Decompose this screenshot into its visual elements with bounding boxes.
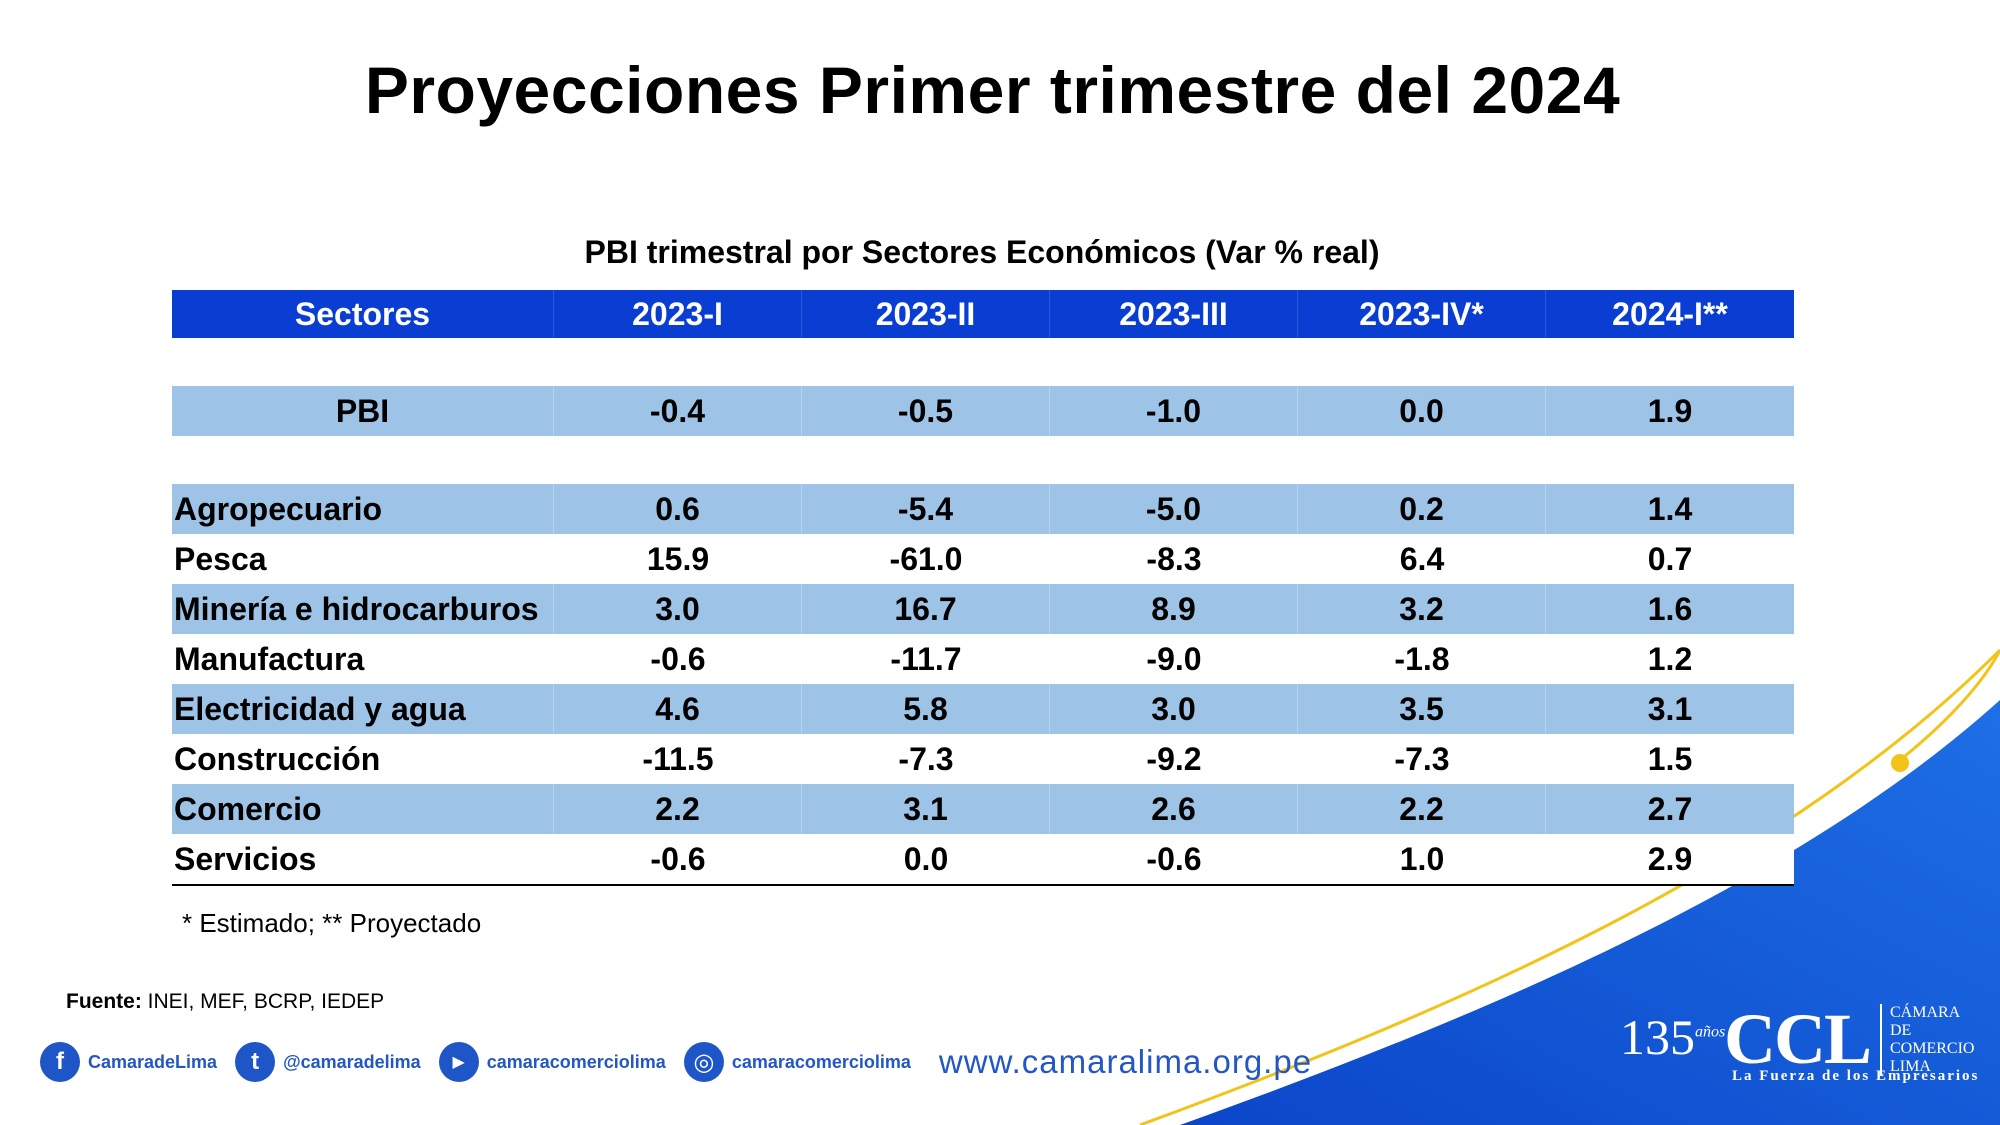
social-links: f CamaradeLima t @camaradelima ▶ camarac… <box>40 1042 1312 1082</box>
youtube-icon: ▶ <box>438 1042 479 1082</box>
social-handle: camaracomerciolima <box>486 1051 666 1072</box>
row-label: Comercio <box>172 784 554 834</box>
column-header: 2023-IV* <box>1298 290 1546 338</box>
table-cell: 1.5 <box>1647 740 1693 777</box>
logo-anniversary: 135años <box>1620 1009 1726 1065</box>
logo-acronym: CCL <box>1724 999 1872 1079</box>
table-cell: -0.4 <box>554 386 802 436</box>
table-cell: -5.4 <box>802 484 1050 534</box>
social-link-facebook[interactable]: f CamaradeLima <box>40 1042 217 1082</box>
table-row: Comercio 2.2 3.1 2.6 2.2 2.7 <box>172 784 1794 834</box>
twitter-icon: t <box>235 1042 276 1082</box>
table-row: Servicios -0.6 0.0 -0.6 1.0 2.9 <box>172 834 1794 886</box>
source-note: Fuente: INEI, MEF, BCRP, IEDEP <box>66 990 384 1014</box>
table-cell: -0.6 <box>1146 840 1202 877</box>
table-row: Agropecuario 0.6 -5.4 -5.0 0.2 1.4 <box>172 484 1794 534</box>
row-label: Agropecuario <box>172 484 554 534</box>
logo-org-name: CÁMARA DE COMERCIO LIMA <box>1880 1004 1990 1076</box>
column-header: 2023-II <box>802 290 1050 338</box>
table-cell: -9.2 <box>1146 740 1202 777</box>
table-footnote: * Estimado; ** Proyectado <box>182 908 482 938</box>
social-handle: CamaradeLima <box>88 1051 218 1072</box>
table-row: Construcción -11.5 -7.3 -9.2 -7.3 1.5 <box>172 734 1794 784</box>
table-cell: 0.6 <box>554 484 802 534</box>
table-cell: -5.0 <box>1050 484 1298 534</box>
row-label: Construcción <box>174 740 381 777</box>
table-cell: -0.6 <box>650 640 706 677</box>
table-cell: -0.5 <box>802 386 1050 436</box>
table-spacer <box>172 338 1794 386</box>
table-cell: -1.0 <box>1050 386 1298 436</box>
slide-title: Proyecciones Primer trimestre del 2024 <box>364 53 1621 127</box>
table-cell: 3.1 <box>1647 690 1693 727</box>
social-link-twitter[interactable]: t @camaradelima <box>235 1042 421 1082</box>
table-cell: -11.5 <box>642 740 714 777</box>
social-link-instagram[interactable]: ◎ camaracomerciolima <box>683 1042 911 1082</box>
table-cell: 2.2 <box>554 784 802 834</box>
table-cell: 2.2 <box>1298 784 1546 834</box>
table-cell: 3.0 <box>1050 684 1298 734</box>
table-cell: -0.6 <box>650 840 706 877</box>
table-cell: 3.5 <box>1298 684 1546 734</box>
table-cell: 2.7 <box>1647 790 1693 827</box>
facebook-icon: f <box>40 1042 80 1082</box>
column-header: Sectores <box>172 290 554 338</box>
table-cell: 3.0 <box>554 584 802 634</box>
table-cell: 0.2 <box>1298 484 1546 534</box>
row-label: Minería e hidrocarburos <box>172 584 554 634</box>
table-cell: 0.0 <box>903 840 949 877</box>
row-label: Manufactura <box>174 640 365 677</box>
source-label: Fuente: <box>66 990 142 1013</box>
website-link[interactable]: www.camaralima.org.pe <box>938 1043 1313 1080</box>
table-cell: 1.9 <box>1647 392 1693 429</box>
table-cell: -7.3 <box>1394 740 1450 777</box>
social-handle: @camaradelima <box>283 1051 421 1072</box>
table-cell: -61.0 <box>889 540 963 577</box>
table-cell: 1.0 <box>1399 840 1445 877</box>
table-cell: 16.7 <box>802 584 1050 634</box>
social-handle: camaracomerciolima <box>731 1051 911 1072</box>
table-row: Electricidad y agua 4.6 5.8 3.0 3.5 3.1 <box>172 684 1794 734</box>
table-cell: -11.7 <box>890 640 962 677</box>
table-spacer <box>172 436 1794 484</box>
row-label: Servicios <box>174 840 317 877</box>
table-cell: 1.2 <box>1647 640 1693 677</box>
table-header-row: Sectores 2023-I 2023-II 2023-III 2023-IV… <box>172 290 1794 338</box>
column-header: 2023-I <box>554 290 802 338</box>
pbi-row: PBI -0.4 -0.5 -1.0 0.0 1.9 <box>172 386 1794 436</box>
row-label: Pesca <box>174 540 267 577</box>
table-cell: 3.1 <box>802 784 1050 834</box>
table-cell: 6.4 <box>1399 540 1445 577</box>
instagram-icon: ◎ <box>683 1042 724 1082</box>
logo-tagline: La Fuerza de los Empresarios <box>1732 1068 1980 1084</box>
table-cell: 1.6 <box>1647 590 1693 627</box>
table-cell: 0.7 <box>1647 540 1693 577</box>
gdp-sector-table: Sectores 2023-I 2023-II 2023-III 2023-IV… <box>172 290 1794 886</box>
table-cell: 0.0 <box>1298 386 1546 436</box>
source-text: INEI, MEF, BCRP, IEDEP <box>147 990 385 1013</box>
table-cell: -1.8 <box>1394 640 1450 677</box>
table-row: Pesca 15.9 -61.0 -8.3 6.4 0.7 <box>172 534 1794 584</box>
column-header: 2023-III <box>1050 290 1298 338</box>
table-cell: 3.2 <box>1298 584 1546 634</box>
row-label: PBI <box>172 386 554 436</box>
table-cell: -8.3 <box>1146 540 1202 577</box>
table-cell: 1.4 <box>1647 490 1693 527</box>
table-cell: -7.3 <box>898 740 954 777</box>
table-cell: 5.8 <box>802 684 1050 734</box>
row-label: Electricidad y agua <box>172 684 554 734</box>
table-cell: 8.9 <box>1050 584 1298 634</box>
table-cell: 15.9 <box>646 540 710 577</box>
social-link-youtube[interactable]: ▶ camaracomerciolima <box>438 1042 666 1082</box>
table-cell: -9.0 <box>1146 640 1202 677</box>
table-cell: 4.6 <box>554 684 802 734</box>
column-header: 2024-I** <box>1612 295 1728 332</box>
table-cell: 2.6 <box>1050 784 1298 834</box>
ccl-logo: 135años CCL CÁMARA DE COMERCIO LIMA La F… <box>1620 998 1990 1090</box>
table-caption: PBI trimestral por Sectores Económicos (… <box>584 234 1380 270</box>
table-row: Minería e hidrocarburos 3.0 16.7 8.9 3.2… <box>172 584 1794 634</box>
table-row: Manufactura -0.6 -11.7 -9.0 -1.8 1.2 <box>172 634 1794 684</box>
table-cell: 2.9 <box>1647 840 1693 877</box>
